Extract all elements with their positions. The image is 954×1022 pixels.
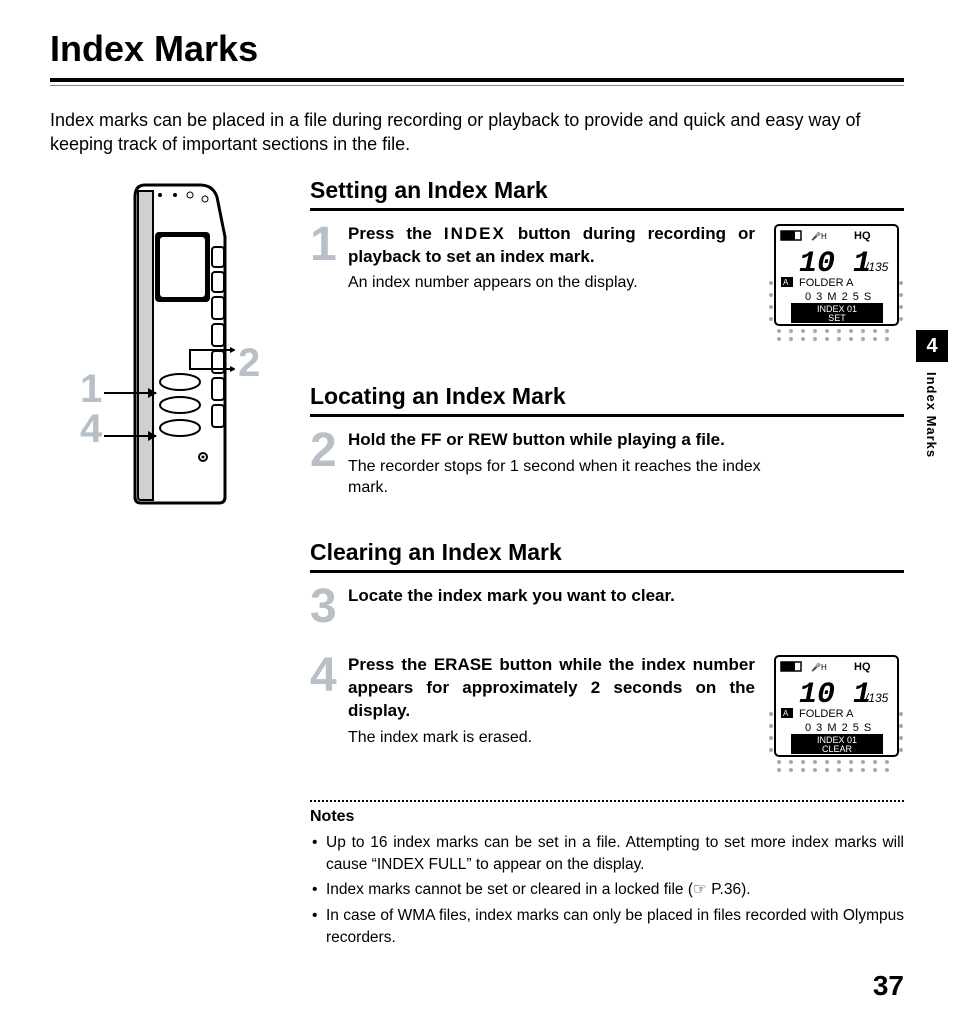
content-column: Setting an Index Mark 1 Press the INDEX … bbox=[310, 177, 904, 953]
callout-4: 4 bbox=[80, 407, 102, 452]
svg-text:0 3 M 2 5 S: 0 3 M 2 5 S bbox=[805, 722, 872, 734]
svg-text:CLEAR: CLEAR bbox=[822, 744, 853, 754]
step-2: 2 Hold the FF or REW button while playin… bbox=[310, 429, 904, 499]
device-column: 2 1 4 bbox=[50, 177, 280, 953]
step-1-number: 1 bbox=[310, 223, 340, 343]
page-number: 37 bbox=[873, 970, 904, 1002]
chapter-label: Index Marks bbox=[924, 372, 939, 458]
svg-text:10 1: 10 1 bbox=[799, 678, 871, 712]
intro-text: Index marks can be placed in a file duri… bbox=[50, 108, 904, 157]
svg-text:10 1: 10 1 bbox=[799, 247, 871, 281]
callout-2-pointer bbox=[180, 347, 238, 377]
callout-1: 1 bbox=[80, 367, 102, 412]
callout-2: 2 bbox=[238, 341, 260, 386]
heading-setting: Setting an Index Mark bbox=[310, 177, 904, 211]
step-2-number: 2 bbox=[310, 429, 340, 499]
page-title: Index Marks bbox=[50, 28, 904, 70]
svg-text:🎤H: 🎤H bbox=[811, 231, 827, 241]
svg-text:FOLDER A: FOLDER A bbox=[799, 277, 854, 289]
step-2-detail: The recorder stops for 1 second when it … bbox=[348, 456, 778, 499]
step-4-number: 4 bbox=[310, 654, 340, 774]
note-item: Up to 16 index marks can be set in a fil… bbox=[310, 832, 904, 875]
heading-clearing: Clearing an Index Mark bbox=[310, 539, 904, 573]
title-rule bbox=[50, 78, 904, 86]
step-3-instruction: Locate the index mark you want to clear. bbox=[348, 585, 904, 608]
step-3: 3 Locate the index mark you want to clea… bbox=[310, 585, 904, 628]
callout-1-arrow bbox=[104, 392, 156, 394]
svg-text:A: A bbox=[783, 278, 789, 287]
svg-text:FOLDER A: FOLDER A bbox=[799, 708, 854, 720]
lcd-clear: 🎤H HQ 10 1 /135 A FOLDER A 0 3 M 2 5 S I… bbox=[769, 654, 904, 774]
svg-text:A: A bbox=[783, 709, 789, 718]
notes-separator bbox=[310, 800, 904, 802]
svg-text:🎤H: 🎤H bbox=[811, 662, 827, 672]
step-1-detail: An index number appears on the display. bbox=[348, 272, 755, 294]
notes-list: Up to 16 index marks can be set in a fil… bbox=[310, 832, 904, 948]
svg-text:/135: /135 bbox=[864, 260, 889, 274]
heading-locating: Locating an Index Mark bbox=[310, 383, 904, 417]
step-2-instruction: Hold the FF or REW button while playing … bbox=[348, 429, 768, 452]
svg-text:/135: /135 bbox=[864, 691, 889, 705]
step-1-instruction: Press the INDEX button during recording … bbox=[348, 223, 755, 269]
svg-text:HQ: HQ bbox=[854, 661, 871, 673]
step-4-detail: The index mark is erased. bbox=[348, 727, 755, 749]
step-4: 4 Press the ERASE button while the index… bbox=[310, 654, 904, 774]
chapter-number: 4 bbox=[916, 330, 948, 362]
lcd-set: 🎤H HQ 10 1 /135 A FOLDER A 0 3 M 2 5 S I… bbox=[769, 223, 904, 343]
note-item: Index marks cannot be set or cleared in … bbox=[310, 879, 904, 901]
step-3-number: 3 bbox=[310, 585, 340, 628]
callout-4-arrow bbox=[104, 435, 156, 437]
svg-text:SET: SET bbox=[828, 313, 846, 323]
svg-text:0 3 M 2 5 S: 0 3 M 2 5 S bbox=[805, 291, 872, 303]
step-1: 1 Press the INDEX button during recordin… bbox=[310, 223, 904, 343]
device-illustration bbox=[105, 177, 225, 507]
side-tab: 4 Index Marks bbox=[916, 330, 948, 458]
step-4-instruction: Press the ERASE button while the index n… bbox=[348, 654, 755, 723]
note-item: In case of WMA files, index marks can on… bbox=[310, 905, 904, 948]
notes-heading: Notes bbox=[310, 808, 904, 826]
svg-text:HQ: HQ bbox=[854, 230, 871, 242]
